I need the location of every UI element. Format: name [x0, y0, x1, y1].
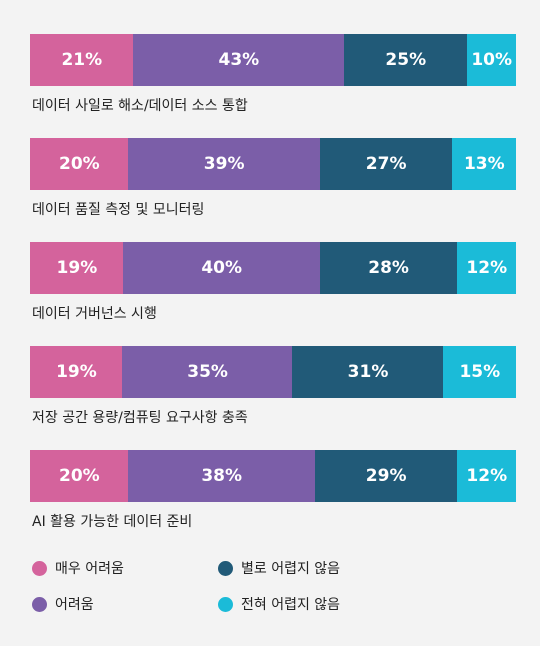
- bar-segment: 31%: [292, 346, 444, 398]
- data-label: 12%: [466, 466, 508, 486]
- data-label: 15%: [459, 362, 501, 382]
- bar-segment: 12%: [457, 242, 517, 294]
- bar-segment: 21%: [30, 34, 134, 86]
- bar-segment: 10%: [466, 34, 517, 86]
- legend-label: 전혀 어렵지 않음: [241, 597, 341, 613]
- data-label: 31%: [347, 362, 389, 382]
- bar-segment: 20%: [30, 138, 129, 190]
- category-label: AI 활용 가능한 데이터 준비: [32, 514, 193, 530]
- bar-segment: 25%: [344, 34, 468, 86]
- data-label: 28%: [368, 258, 409, 278]
- bar-segment: 35%: [122, 346, 293, 398]
- data-label: 10%: [471, 50, 513, 70]
- legend-swatch: [218, 596, 233, 612]
- data-label: 21%: [61, 50, 103, 70]
- data-label: 25%: [385, 50, 427, 70]
- legend-item: 매우 어려움: [32, 558, 124, 578]
- legend-item: 별로 어렵지 않음: [218, 558, 340, 578]
- bar-segment: 29%: [314, 450, 458, 502]
- legend-item: 전혀 어렵지 않음: [218, 594, 340, 614]
- bar-segment: 38%: [128, 450, 316, 502]
- data-label: 20%: [58, 466, 100, 486]
- data-label: 20%: [58, 154, 100, 174]
- data-label: 19%: [56, 362, 97, 382]
- data-label: 29%: [365, 466, 407, 486]
- bar-segment: 20%: [30, 450, 129, 502]
- data-label: 19%: [56, 258, 98, 278]
- bar-segment: 12%: [457, 450, 517, 502]
- bar-segment: 19%: [30, 346, 123, 398]
- bar-segment: 27%: [319, 138, 453, 190]
- data-label: 39%: [203, 154, 245, 174]
- bar-segment: 39%: [128, 138, 321, 190]
- bar-segment: 28%: [319, 242, 458, 294]
- category-label: 저장 공간 용량/컴퓨팅 요구사항 충족: [32, 410, 248, 426]
- legend-label: 매우 어려움: [55, 561, 124, 577]
- bar-segment: 13%: [452, 138, 517, 190]
- legend-item: 어려움: [32, 594, 94, 614]
- data-label: 12%: [466, 258, 508, 278]
- bar-segment: 43%: [133, 34, 345, 86]
- category-label: 데이터 거버넌스 시행: [32, 306, 157, 322]
- legend-swatch: [32, 596, 47, 612]
- data-label: 40%: [201, 258, 243, 278]
- legend-swatch: [32, 560, 47, 576]
- legend-label: 어려움: [55, 597, 94, 613]
- category-label: 데이터 품질 측정 및 모니터링: [32, 202, 205, 218]
- data-label: 35%: [187, 362, 228, 382]
- legend-swatch: [218, 560, 233, 576]
- bar-segment: 40%: [123, 242, 321, 294]
- category-label: 데이터 사일로 해소/데이터 소스 통합: [32, 98, 248, 114]
- data-label: 27%: [365, 154, 407, 174]
- data-label: 38%: [201, 466, 243, 486]
- data-label: 43%: [218, 50, 260, 70]
- data-label: 13%: [463, 154, 505, 174]
- legend-label: 별로 어렵지 않음: [241, 561, 341, 577]
- bar-segment: 15%: [443, 346, 517, 398]
- bar-segment: 19%: [30, 242, 124, 294]
